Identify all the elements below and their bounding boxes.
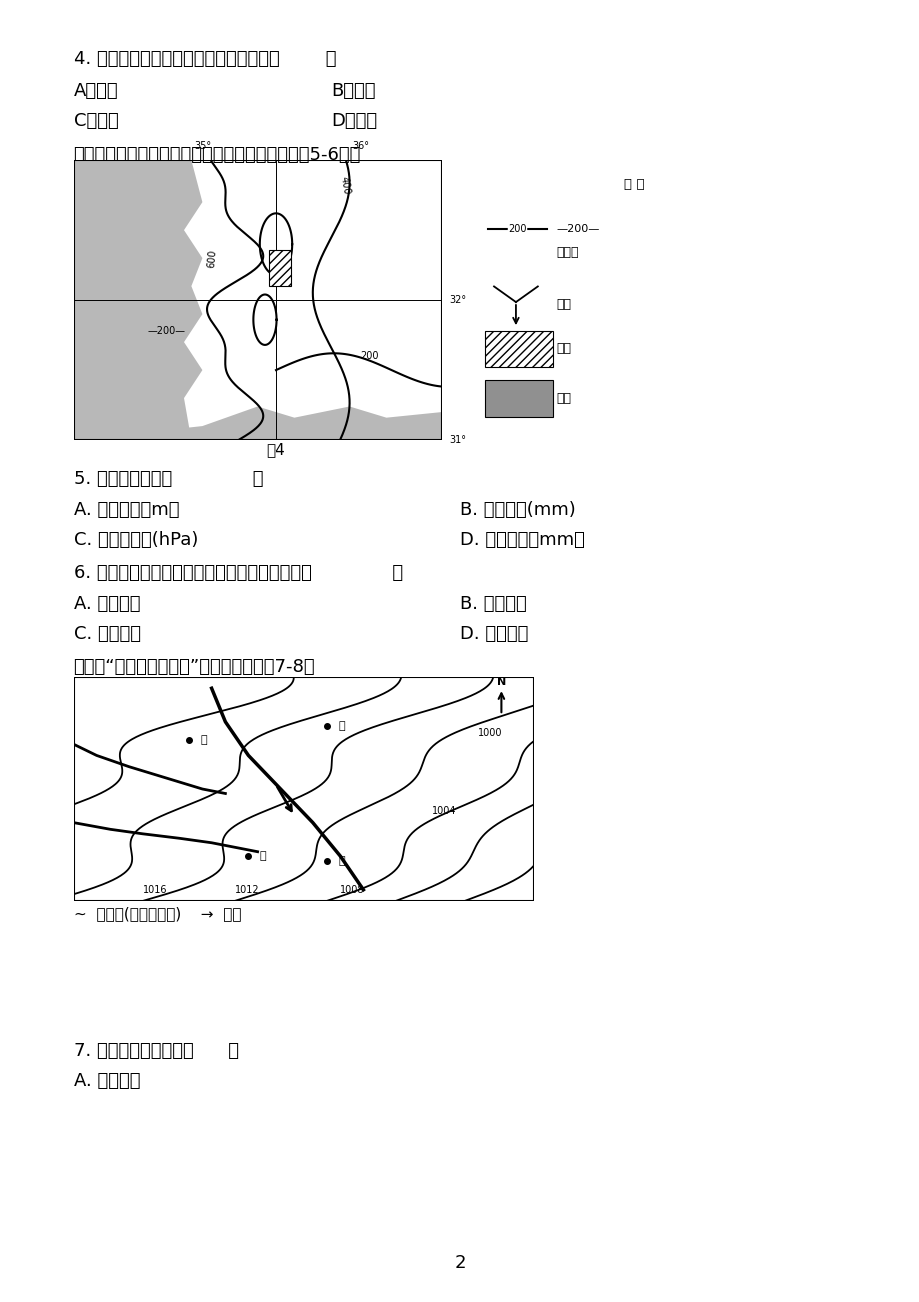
Text: 湖泊: 湖泊 <box>556 342 571 355</box>
Text: 36°: 36° <box>352 141 369 151</box>
Text: D. 植被状况: D. 植被状况 <box>460 625 528 643</box>
Text: 35°: 35° <box>194 141 210 151</box>
Text: 下图示意某地理要素等值线的空间分布，读图完戈5-6题。: 下图示意某地理要素等值线的空间分布，读图完戈5-6题。 <box>74 146 360 164</box>
Text: B. 纬度位置: B. 纬度位置 <box>460 595 527 613</box>
Text: 下图为“我国某区域简图”，据图分析回筗7-8题: 下图为“我国某区域简图”，据图分析回筗7-8题 <box>74 658 315 676</box>
Text: 1008: 1008 <box>340 885 365 894</box>
Text: A. 大气环流: A. 大气环流 <box>74 595 140 613</box>
Text: 图4: 图4 <box>267 441 285 457</box>
Text: 1004: 1004 <box>432 806 457 816</box>
Text: 400: 400 <box>338 176 351 195</box>
Text: A. 海拔高度（m）: A. 海拔高度（m） <box>74 501 179 519</box>
Text: D、丁处: D、丁处 <box>331 112 377 130</box>
Text: C. 地壳运动: C. 地壳运动 <box>74 625 141 643</box>
Text: 丙: 丙 <box>260 852 267 861</box>
Text: 200: 200 <box>360 352 379 361</box>
Text: 6. 影响西部沿海该要素南北差异的直接因素是（              ）: 6. 影响西部沿海该要素南北差异的直接因素是（ ） <box>74 564 403 582</box>
Text: 2: 2 <box>454 1254 465 1272</box>
Bar <box>484 331 553 367</box>
Text: 1000: 1000 <box>478 728 503 738</box>
Text: C、丙处: C、丙处 <box>74 112 119 130</box>
Text: 400: 400 <box>268 279 287 288</box>
Text: 32°: 32° <box>448 296 466 305</box>
Text: 乙: 乙 <box>200 734 207 745</box>
Text: 4. 该市规划新建钔铁厂，最适宜布局在（        ）: 4. 该市规划新建钔铁厂，最适宜布局在（ ） <box>74 49 335 68</box>
Text: 图 例: 图 例 <box>624 178 644 191</box>
Text: B、乙处: B、乙处 <box>331 82 375 100</box>
Text: 600: 600 <box>206 250 218 268</box>
Text: 7. 图中河流的流向是（      ）: 7. 图中河流的流向是（ ） <box>74 1042 238 1060</box>
Polygon shape <box>74 160 202 440</box>
Text: D. 年降水量（mm）: D. 年降水量（mm） <box>460 531 584 549</box>
Text: 甲: 甲 <box>338 721 345 732</box>
Bar <box>484 380 553 417</box>
Text: —200—: —200— <box>147 326 185 336</box>
Text: A. 自北向南: A. 自北向南 <box>74 1072 140 1090</box>
Text: A、甲处: A、甲处 <box>74 82 119 100</box>
Text: C. 海平面气压(hPa): C. 海平面气压(hPa) <box>74 531 198 549</box>
Text: 河流: 河流 <box>556 298 571 311</box>
Text: 等值线: 等值线 <box>556 246 578 259</box>
Text: N: N <box>496 677 505 686</box>
Text: 200: 200 <box>507 224 527 234</box>
Text: 31°: 31° <box>448 435 465 445</box>
Text: —200—: —200— <box>556 224 599 234</box>
Text: 1016: 1016 <box>142 885 167 894</box>
Polygon shape <box>268 250 290 286</box>
Text: 5. 该地理要素为（              ）: 5. 该地理要素为（ ） <box>74 470 263 488</box>
Text: 丁: 丁 <box>338 855 345 866</box>
Polygon shape <box>74 406 441 440</box>
Text: 海洋: 海洋 <box>556 392 571 405</box>
Text: 1012: 1012 <box>234 885 259 894</box>
Text: B. 年蔓发量(mm): B. 年蔓发量(mm) <box>460 501 575 519</box>
Text: ∼  等压线(单位：百帕)    →  河流: ∼ 等压线(单位：百帕) → 河流 <box>74 906 241 922</box>
